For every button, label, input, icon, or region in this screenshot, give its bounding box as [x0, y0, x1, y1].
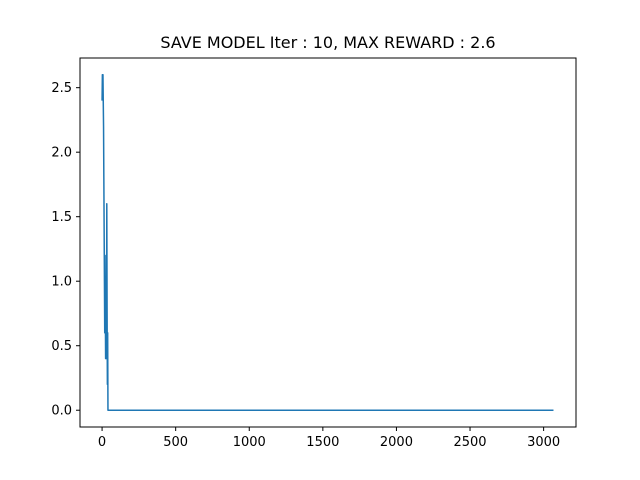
- y-tick-label: 0.0: [51, 404, 72, 419]
- x-tick-label: 2000: [380, 435, 413, 450]
- y-tick-label: 1.5: [51, 210, 72, 225]
- ticks-layer: 0 500 1000 1500 2000 2500 3000 0.0 0.5 1.0 1.5 2.0 2…: [51, 81, 560, 450]
- x-tick-label: 1500: [306, 435, 339, 450]
- x-tick-label: 500: [163, 435, 188, 450]
- y-tick-label: 2.5: [51, 81, 72, 96]
- series-layer: [101, 74, 554, 411]
- y-tick-label: 2.0: [51, 146, 72, 161]
- x-tick-label: 2500: [453, 435, 486, 450]
- x-tick-label: 1000: [233, 435, 266, 450]
- x-tick-label: 3000: [527, 435, 560, 450]
- y-tick-label: 0.5: [51, 339, 72, 354]
- chart-title: SAVE MODEL Iter : 10, MAX REWARD : 2.6: [160, 33, 496, 52]
- y-tick-label: 1.0: [51, 275, 72, 290]
- plot-frame: [79, 57, 577, 428]
- series-line: [101, 74, 554, 411]
- x-tick-label: 0: [98, 435, 106, 450]
